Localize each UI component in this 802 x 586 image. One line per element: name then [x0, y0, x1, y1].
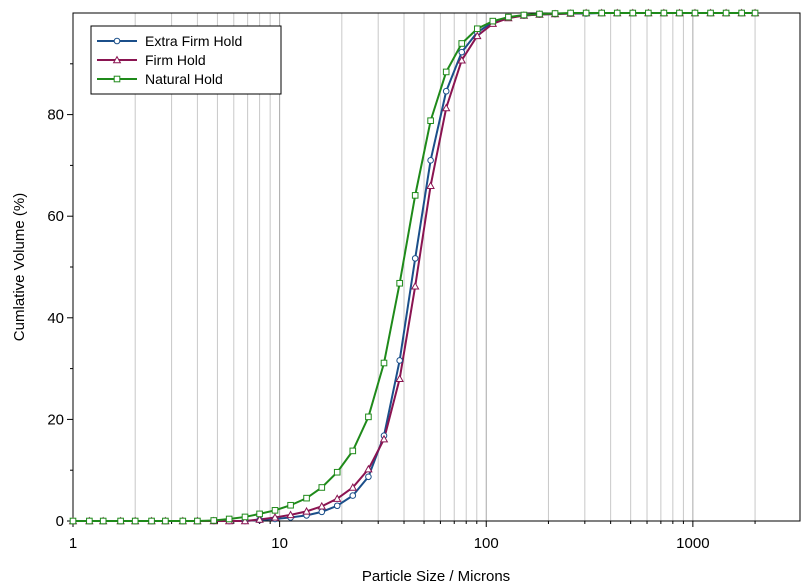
data-point	[364, 464, 373, 473]
data-point	[365, 473, 372, 481]
data-point	[303, 494, 310, 502]
grid-lines	[134, 13, 756, 521]
data-point	[148, 517, 155, 525]
legend: Extra Firm Hold Firm Hold Natural Hold	[90, 25, 282, 95]
legend-label: Firm Hold	[145, 52, 206, 68]
y-axis-label: Cumlative Volume (%)	[11, 193, 28, 341]
data-point	[551, 10, 559, 17]
y-tick-label: 0	[56, 513, 64, 530]
data-point	[318, 508, 326, 516]
data-point	[179, 517, 187, 525]
data-point	[349, 447, 357, 455]
data-point	[302, 506, 311, 515]
data-point	[99, 517, 107, 525]
data-point	[270, 513, 280, 521]
data-point	[722, 9, 730, 17]
series-group	[68, 8, 760, 525]
data-point	[210, 517, 218, 524]
data-point	[117, 517, 124, 525]
data-point	[676, 9, 683, 17]
data-point	[691, 9, 699, 17]
y-tick-label: 60	[47, 208, 64, 225]
legend-label: Extra Firm Hold	[145, 33, 242, 49]
data-point	[442, 68, 450, 76]
data-point	[520, 11, 528, 19]
data-point	[113, 37, 121, 45]
data-point	[379, 434, 389, 443]
data-point	[332, 494, 342, 502]
data-point	[751, 9, 759, 17]
x-tick-label: 10	[271, 535, 288, 552]
legend-label: Natural Hold	[145, 71, 223, 87]
data-point	[396, 279, 403, 287]
data-point	[86, 517, 93, 525]
data-point	[457, 55, 466, 64]
data-point	[255, 515, 264, 523]
x-axis-label: Particle Size / Microns	[362, 568, 510, 585]
y-tick-label: 80	[47, 107, 64, 124]
data-point	[194, 517, 201, 525]
data-point	[317, 501, 327, 510]
data-point	[240, 516, 250, 525]
data-point	[598, 9, 605, 17]
data-point	[442, 87, 450, 95]
data-point	[349, 492, 357, 499]
x-tick-label: 1000	[676, 535, 709, 552]
data-point	[458, 48, 466, 56]
data-point	[395, 374, 404, 382]
data-point	[660, 9, 668, 17]
data-point	[286, 510, 295, 519]
data-point	[707, 9, 714, 17]
data-point	[225, 515, 233, 523]
data-point	[256, 510, 263, 518]
x-tick-label: 1	[69, 535, 77, 552]
data-point	[505, 13, 512, 21]
data-point	[333, 502, 341, 510]
data-point	[645, 9, 652, 17]
data-point	[426, 181, 435, 189]
data-point	[427, 157, 434, 164]
data-point	[427, 117, 434, 124]
y-tick-label: 20	[47, 411, 64, 428]
data-point	[348, 483, 358, 491]
data-point	[318, 484, 326, 491]
data-point	[396, 357, 403, 364]
data-point	[536, 10, 543, 18]
y-tick-label: 40	[47, 310, 64, 327]
x-tick-label: 100	[474, 535, 499, 552]
data-point	[287, 501, 294, 509]
data-point	[333, 468, 341, 476]
data-point	[113, 75, 121, 83]
data-point	[411, 255, 419, 262]
data-point	[162, 517, 169, 525]
data-point	[410, 281, 420, 290]
data-point	[271, 507, 279, 514]
data-point	[131, 517, 139, 525]
axes: 1 10 100 1000 0 20 40 60 80	[47, 63, 756, 552]
data-point	[411, 192, 419, 199]
data-point	[112, 55, 122, 64]
data-point	[473, 31, 482, 40]
data-point	[489, 17, 497, 25]
data-point	[380, 359, 388, 367]
data-point	[365, 413, 372, 421]
data-point	[629, 9, 637, 17]
data-point	[613, 9, 621, 17]
data-point	[441, 103, 451, 112]
data-point	[241, 513, 249, 521]
data-point	[567, 9, 574, 17]
data-point	[458, 40, 466, 47]
data-point	[473, 25, 481, 33]
data-point	[738, 9, 745, 17]
data-point	[69, 517, 77, 525]
data-point	[582, 9, 590, 17]
